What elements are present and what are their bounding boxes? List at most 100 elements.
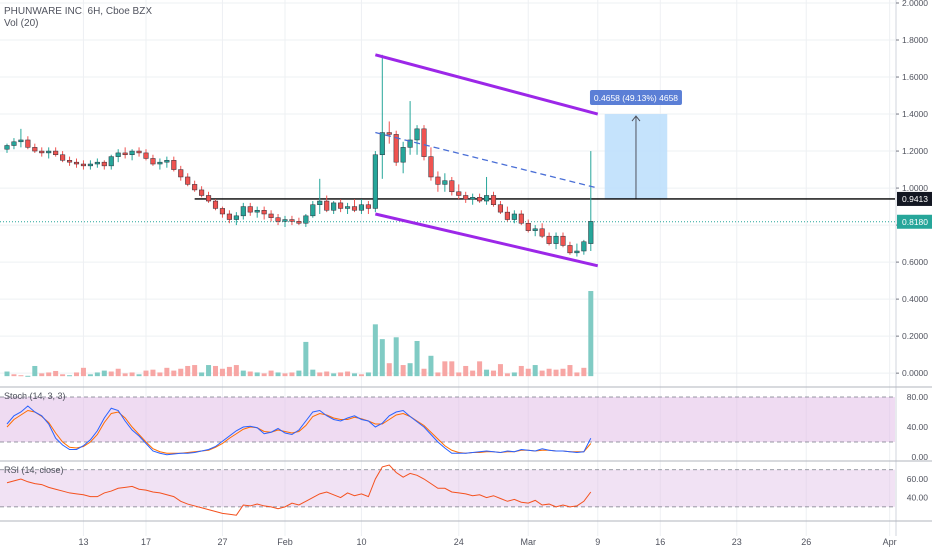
candle-body bbox=[477, 197, 483, 202]
price-axis-label: 0.2000 bbox=[902, 331, 928, 341]
candle-body bbox=[324, 200, 330, 211]
volume-bar bbox=[206, 365, 212, 377]
candle-body bbox=[393, 134, 399, 163]
volume-bar bbox=[352, 373, 357, 377]
candle-body bbox=[428, 156, 434, 178]
candle-body bbox=[560, 235, 566, 246]
candle-body bbox=[275, 217, 281, 222]
volume-bar bbox=[171, 370, 177, 377]
candle-body bbox=[539, 228, 545, 237]
volume-bar bbox=[296, 370, 302, 377]
volume-bar bbox=[11, 374, 17, 377]
candle-body bbox=[60, 154, 66, 161]
volume-bar bbox=[129, 372, 135, 377]
candle-body bbox=[219, 208, 225, 215]
volume-bar bbox=[456, 372, 462, 377]
time-axis-label: Mar bbox=[521, 537, 537, 547]
candle-body bbox=[87, 163, 93, 167]
volume-bar bbox=[539, 370, 545, 377]
volume-bar bbox=[414, 340, 420, 377]
candle-body bbox=[178, 169, 184, 178]
volume-bar bbox=[80, 367, 86, 377]
candle-body bbox=[108, 156, 114, 167]
volume-bar bbox=[386, 363, 392, 377]
candle-body bbox=[470, 197, 476, 200]
stoch-axis-label: 40.00 bbox=[907, 422, 929, 432]
measure-label: 0.4658 (49.13%) 4658 bbox=[594, 93, 678, 103]
volume-bar bbox=[150, 369, 156, 377]
candle-body bbox=[317, 200, 323, 205]
price-axis-label: 0.0000 bbox=[902, 368, 928, 378]
candle-body bbox=[525, 222, 531, 231]
volume-bar bbox=[421, 368, 427, 377]
candle-body bbox=[421, 128, 427, 157]
volume-bar bbox=[213, 365, 218, 377]
volume-bar bbox=[157, 372, 163, 377]
volume-bar bbox=[74, 372, 79, 377]
candle-body bbox=[518, 213, 524, 224]
candle-body bbox=[136, 150, 142, 154]
volume-bar bbox=[491, 370, 496, 377]
candle-body bbox=[449, 180, 455, 193]
volume-bar bbox=[365, 372, 371, 377]
volume-bar bbox=[60, 374, 66, 377]
price-axis-label: 1.0000 bbox=[902, 183, 928, 193]
candle-body bbox=[67, 160, 73, 163]
volume-bar bbox=[518, 365, 524, 377]
candle-body bbox=[567, 245, 573, 254]
volume-bar bbox=[497, 364, 503, 377]
candle-body bbox=[171, 160, 177, 170]
volume-bar bbox=[53, 370, 59, 377]
volume-bar bbox=[435, 372, 441, 377]
volume-bar bbox=[560, 368, 566, 377]
candle-body bbox=[379, 132, 385, 156]
volume-bar bbox=[108, 371, 114, 377]
volume-bar bbox=[32, 365, 38, 377]
candle-body bbox=[164, 160, 170, 163]
volume-bar bbox=[574, 372, 580, 377]
candle-body bbox=[101, 161, 107, 167]
volume-bar bbox=[379, 339, 385, 377]
volume-bar bbox=[199, 372, 205, 377]
candle-body bbox=[94, 161, 100, 165]
stoch-k-line bbox=[6, 405, 592, 456]
volume-bar bbox=[254, 372, 260, 377]
volume-bar bbox=[324, 371, 330, 377]
candle-body bbox=[206, 195, 212, 202]
candle-body bbox=[143, 152, 149, 159]
rsi-axis-label: 40.00 bbox=[907, 493, 929, 503]
measure-arrow-head bbox=[631, 115, 641, 122]
level-price-tag bbox=[897, 191, 932, 206]
candle-body bbox=[199, 189, 205, 196]
volume-bar bbox=[567, 365, 573, 377]
time-axis-label: 10 bbox=[356, 537, 366, 547]
volume-bar bbox=[345, 371, 351, 377]
time-axis-label: 27 bbox=[217, 537, 227, 547]
volume-bar bbox=[484, 369, 490, 377]
rsi-indicator-label: RSI (14, close) bbox=[4, 465, 64, 475]
candle-body bbox=[73, 161, 80, 165]
candle-body bbox=[345, 206, 351, 209]
candle-body bbox=[80, 163, 87, 167]
candle-body bbox=[4, 145, 10, 150]
volume-bar bbox=[282, 373, 288, 377]
volume-bar bbox=[268, 370, 274, 377]
channel-upper-trendline bbox=[374, 53, 599, 116]
rsi-axis-label: 60.00 bbox=[907, 474, 929, 484]
measure-label-background bbox=[589, 90, 682, 106]
candle-body bbox=[351, 206, 358, 211]
volume-bar bbox=[289, 372, 295, 377]
volume-bar bbox=[581, 367, 587, 377]
candle-body bbox=[484, 195, 490, 202]
volume-bar bbox=[136, 374, 142, 377]
candle-body bbox=[25, 139, 31, 148]
candle-body bbox=[358, 204, 364, 211]
time-axis-label: 16 bbox=[655, 537, 665, 547]
volume-bar bbox=[463, 365, 469, 377]
rsi-line bbox=[6, 464, 592, 516]
candle-body bbox=[456, 191, 462, 196]
candle-body bbox=[532, 228, 538, 231]
volume-bar bbox=[122, 373, 128, 377]
candle-body bbox=[18, 139, 24, 143]
